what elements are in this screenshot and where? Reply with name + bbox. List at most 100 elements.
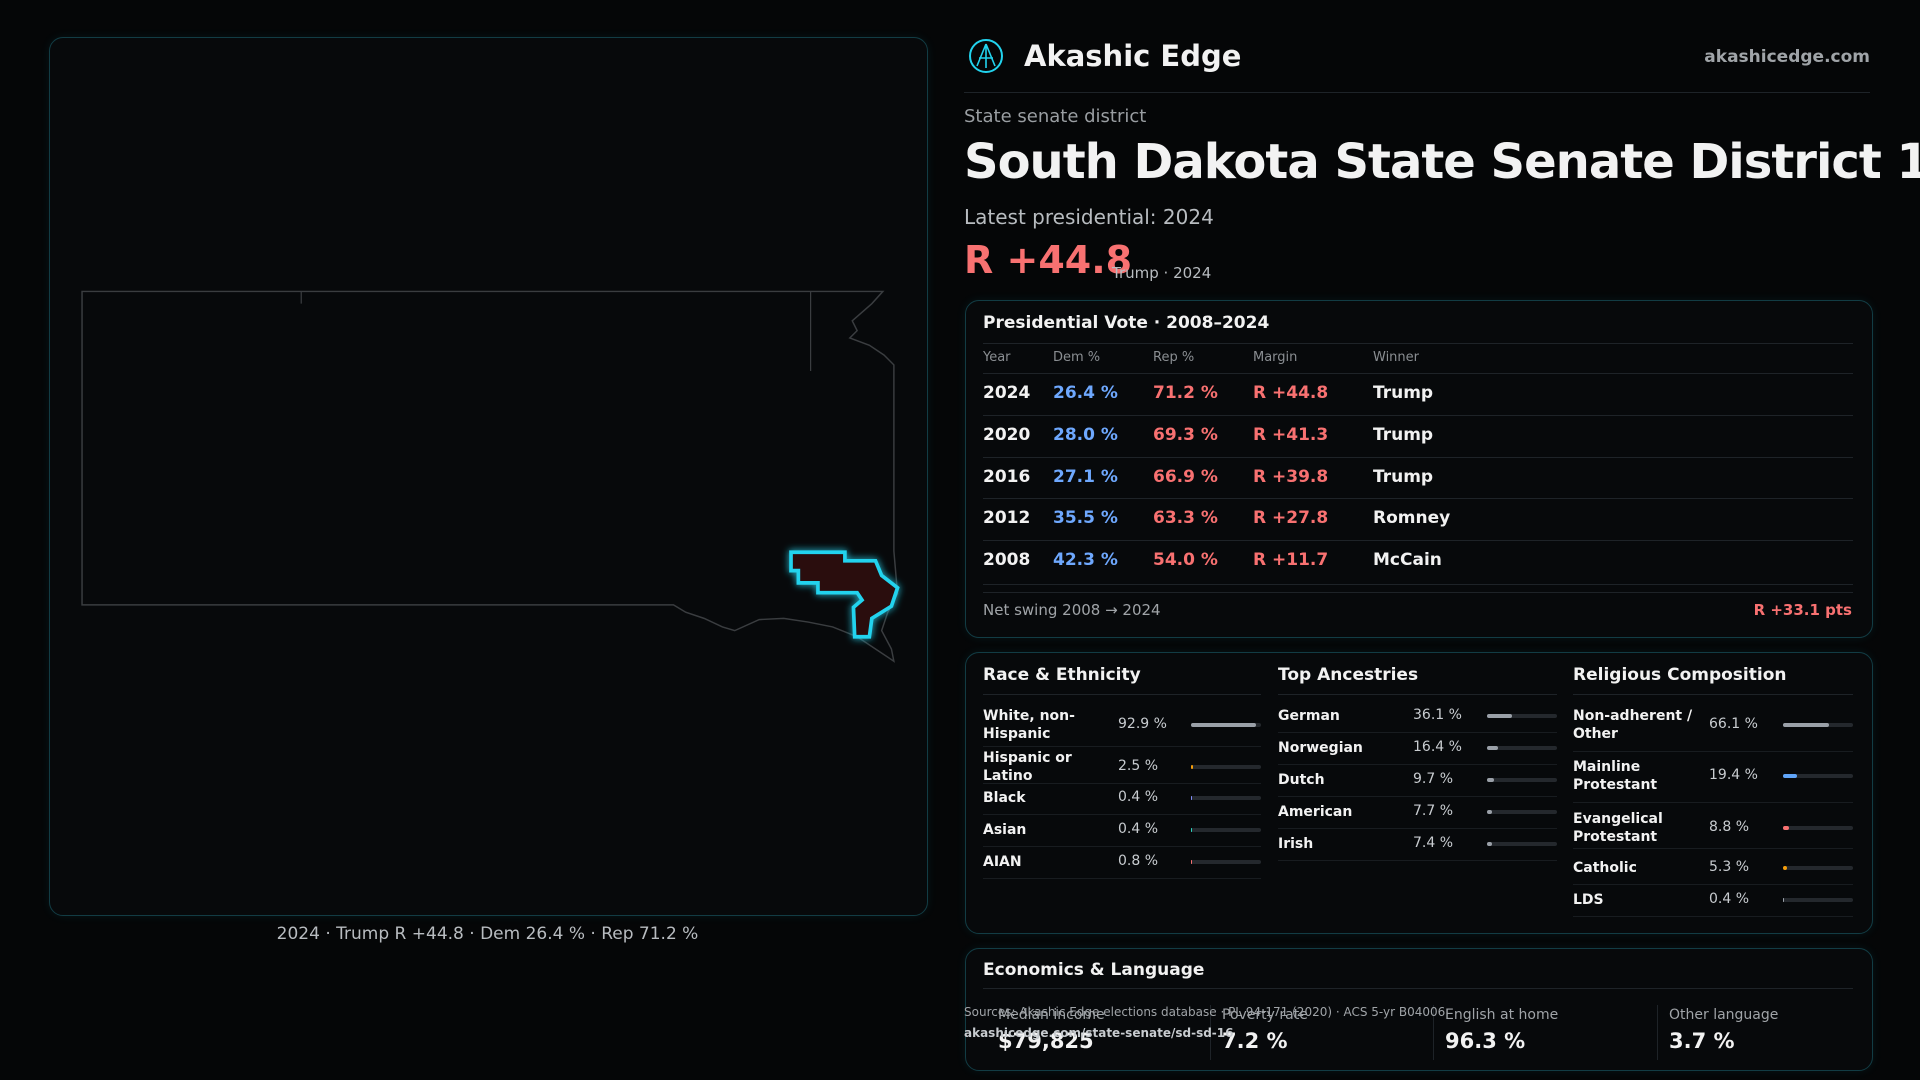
table-cell: 28.0 % <box>1053 425 1118 445</box>
column-header: Rep % <box>1153 350 1195 365</box>
row-rule <box>983 592 1853 593</box>
panel-title: Race & Ethnicity <box>983 665 1141 685</box>
row-rule <box>983 415 1853 416</box>
row-value: 0.4 % <box>1709 891 1750 907</box>
row-rule <box>1573 750 1853 752</box>
demographics-panel <box>965 652 1873 934</box>
column-header: Winner <box>1373 350 1420 365</box>
bar-track <box>1191 796 1261 800</box>
rule <box>1278 694 1557 695</box>
bar-track <box>1487 714 1557 718</box>
table-cell: R +27.8 <box>1253 508 1329 528</box>
rule <box>983 988 1853 989</box>
latest-label: Latest presidential: 2024 <box>964 205 1214 229</box>
table-cell: Trump <box>1373 425 1434 445</box>
table-cell: R +39.8 <box>1253 467 1329 487</box>
stat-label: Median income <box>998 1007 1105 1023</box>
district-title: South Dakota State Senate District 16 <box>964 134 1920 190</box>
row-rule <box>983 746 1261 747</box>
row-rule <box>1278 796 1557 797</box>
panel-title: Religious Composition <box>1573 665 1787 685</box>
row-rule <box>983 373 1853 374</box>
bar <box>1783 774 1797 778</box>
stat-value: $79,825 <box>998 1029 1094 1053</box>
brand: Akashic Edge <box>1024 39 1242 73</box>
district-kind: State senate district <box>964 106 1147 127</box>
row-name: German <box>1278 708 1340 724</box>
row-name: AIAN <box>983 854 1022 870</box>
row-value: 9.7 % <box>1413 771 1454 787</box>
state-outline <box>81 290 899 663</box>
row-name: Asian <box>983 822 1027 838</box>
row-rule <box>983 878 1261 879</box>
map-panel <box>49 37 928 916</box>
row-rule <box>983 846 1261 847</box>
column-header: Year <box>983 350 1011 365</box>
row-rule <box>1573 848 1853 849</box>
bar-track <box>1783 898 1853 902</box>
bar-track <box>1487 842 1557 846</box>
swing-label: Net swing 2008 → 2024 <box>983 601 1161 619</box>
table-cell: McCain <box>1373 550 1442 570</box>
source-url: akashicedge.com/state-senate/sd-sd-16 <box>964 1026 1234 1040</box>
row-value: 7.7 % <box>1413 803 1454 819</box>
panel-title: Economics & Language <box>983 960 1205 980</box>
table-cell: R +11.7 <box>1253 550 1329 570</box>
row-value: 2.5 % <box>1118 758 1159 774</box>
row-value: 36.1 % <box>1413 707 1462 723</box>
bar <box>1191 765 1193 769</box>
margin-note: Trump · 2024 <box>1112 264 1212 282</box>
table-cell: 42.3 % <box>1053 550 1118 570</box>
bar <box>1783 723 1830 727</box>
table-cell: 2024 <box>983 383 1031 403</box>
table-cell: 54.0 % <box>1153 550 1218 570</box>
row-rule <box>1278 732 1557 733</box>
row-value: 16.4 % <box>1413 739 1462 755</box>
bar-track <box>1487 746 1557 750</box>
bar <box>1783 826 1790 830</box>
row-name: Hispanic or Latino <box>983 750 1072 784</box>
table-cell: R +41.3 <box>1253 425 1329 445</box>
site-url[interactable]: akashicedge.com <box>1704 47 1870 67</box>
swing-value: R +33.1 pts <box>1753 601 1852 619</box>
table-cell: 2016 <box>983 467 1031 487</box>
row-value: 0.8 % <box>1118 853 1159 869</box>
panel-title: Top Ancestries <box>1278 665 1419 685</box>
bar-track <box>1783 774 1853 778</box>
header-rule <box>964 92 1870 93</box>
bar <box>1783 866 1787 870</box>
table-cell: 2020 <box>983 425 1031 445</box>
table-cell: 2012 <box>983 508 1031 528</box>
bar-track <box>1783 826 1853 830</box>
row-value: 0.4 % <box>1118 789 1159 805</box>
bar-track <box>1191 828 1261 832</box>
row-name: Evangelical Protestant <box>1573 811 1663 845</box>
table-cell: 35.5 % <box>1053 508 1118 528</box>
row-rule <box>1573 916 1853 917</box>
table-cell: Romney <box>1373 508 1451 528</box>
bar-track <box>1487 810 1557 814</box>
row-rule <box>983 814 1261 815</box>
presidential-panel <box>965 300 1873 638</box>
stat-divider <box>1657 1005 1658 1060</box>
row-rule <box>983 540 1853 541</box>
bar-track <box>1191 765 1261 769</box>
row-name: American <box>1278 804 1353 820</box>
row-rule <box>1278 764 1557 765</box>
table-cell: 69.3 % <box>1153 425 1218 445</box>
row-name: Norwegian <box>1278 740 1363 756</box>
rule <box>1573 694 1853 695</box>
row-rule <box>983 584 1853 585</box>
rule <box>983 343 1853 344</box>
rule <box>983 694 1261 695</box>
stat-divider <box>1433 1005 1434 1060</box>
row-name: Mainline Protestant <box>1573 759 1658 793</box>
stat-label: English at home <box>1445 1007 1559 1023</box>
margin-headline: R +44.8 <box>964 238 1133 282</box>
stat-value: 3.7 % <box>1669 1029 1735 1053</box>
row-rule <box>1573 802 1853 803</box>
table-cell: 26.4 % <box>1053 383 1118 403</box>
